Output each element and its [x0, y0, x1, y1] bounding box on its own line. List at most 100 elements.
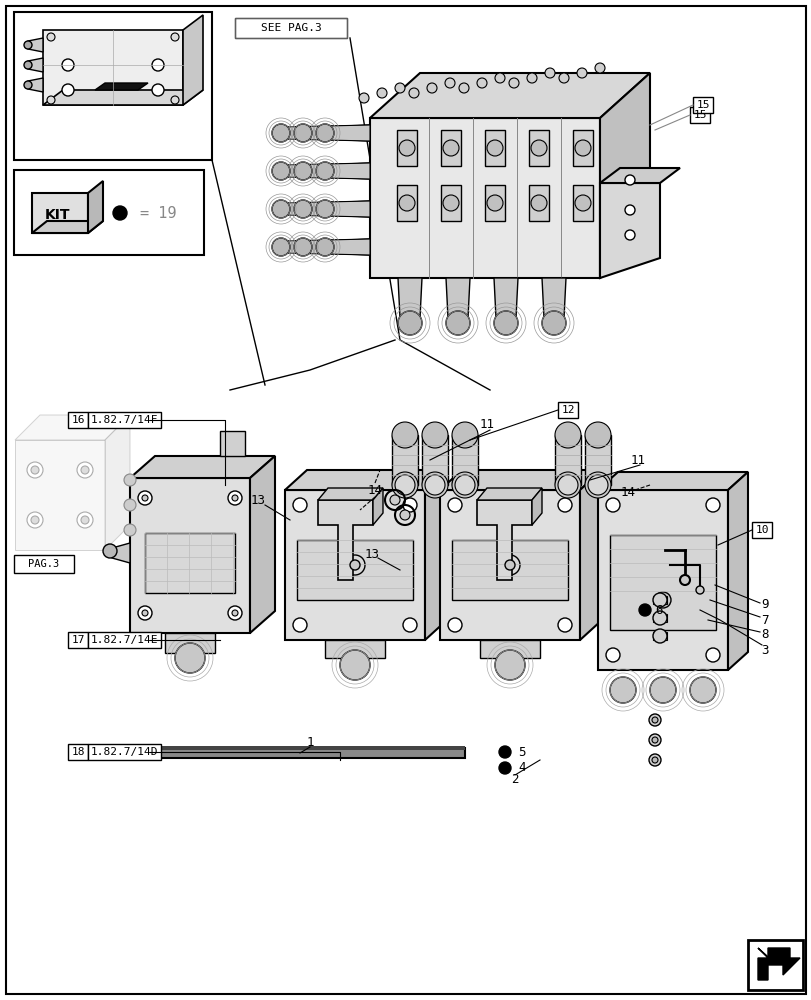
Polygon shape: [15, 415, 130, 440]
Polygon shape: [130, 478, 250, 633]
Text: 10: 10: [754, 525, 768, 535]
Circle shape: [448, 498, 461, 512]
Circle shape: [294, 124, 311, 142]
Circle shape: [530, 140, 547, 156]
Bar: [14, 12, 212, 160]
Circle shape: [31, 466, 39, 474]
Polygon shape: [285, 470, 446, 490]
Polygon shape: [43, 30, 182, 105]
Text: 12: 12: [560, 405, 574, 415]
Polygon shape: [145, 533, 234, 593]
Polygon shape: [528, 130, 548, 166]
Circle shape: [47, 96, 55, 104]
Text: PAG.3: PAG.3: [28, 559, 59, 569]
Polygon shape: [440, 470, 601, 490]
Text: 15: 15: [695, 100, 709, 110]
Text: 18: 18: [71, 747, 84, 757]
Polygon shape: [112, 543, 130, 563]
Circle shape: [228, 606, 242, 620]
Bar: [68, 744, 88, 760]
Bar: [14, 170, 204, 255]
Polygon shape: [484, 185, 504, 221]
Circle shape: [142, 610, 148, 616]
Circle shape: [293, 498, 307, 512]
Circle shape: [452, 422, 478, 448]
Circle shape: [705, 648, 719, 662]
Polygon shape: [609, 535, 715, 630]
Polygon shape: [220, 431, 245, 456]
Text: 11: 11: [479, 418, 494, 432]
Polygon shape: [324, 163, 370, 179]
Circle shape: [651, 717, 657, 723]
Polygon shape: [15, 440, 105, 550]
Circle shape: [493, 311, 517, 335]
Circle shape: [424, 475, 444, 495]
Circle shape: [577, 68, 586, 78]
Circle shape: [152, 59, 164, 71]
Polygon shape: [145, 746, 465, 750]
Polygon shape: [397, 185, 417, 221]
Circle shape: [649, 677, 676, 703]
Circle shape: [398, 140, 414, 156]
Polygon shape: [422, 435, 448, 485]
Text: 1.82.7/14F: 1.82.7/14F: [91, 415, 158, 425]
Circle shape: [638, 604, 650, 616]
Circle shape: [409, 88, 418, 98]
Circle shape: [594, 63, 604, 73]
Polygon shape: [303, 201, 370, 217]
Circle shape: [624, 205, 634, 215]
Circle shape: [487, 140, 502, 156]
Circle shape: [77, 512, 93, 528]
Polygon shape: [652, 596, 666, 604]
Polygon shape: [584, 435, 610, 485]
Polygon shape: [440, 130, 461, 166]
Polygon shape: [392, 435, 418, 485]
Circle shape: [648, 734, 660, 746]
Circle shape: [609, 677, 635, 703]
Circle shape: [624, 230, 634, 240]
Text: 15: 15: [693, 110, 706, 120]
Circle shape: [27, 512, 43, 528]
Circle shape: [358, 93, 368, 103]
Circle shape: [113, 206, 127, 220]
Polygon shape: [145, 748, 465, 758]
Circle shape: [454, 475, 474, 495]
Circle shape: [648, 754, 660, 766]
Circle shape: [315, 124, 333, 142]
Polygon shape: [324, 640, 384, 658]
Circle shape: [652, 593, 666, 607]
Polygon shape: [370, 118, 599, 278]
Polygon shape: [767, 948, 799, 975]
Circle shape: [142, 495, 148, 501]
Circle shape: [554, 472, 581, 498]
Circle shape: [504, 560, 514, 570]
Polygon shape: [281, 163, 370, 179]
Polygon shape: [303, 239, 370, 255]
Bar: [68, 412, 88, 428]
Polygon shape: [579, 470, 601, 640]
Circle shape: [294, 238, 311, 256]
Polygon shape: [165, 633, 215, 653]
Bar: [88, 412, 161, 428]
Bar: [557, 402, 577, 418]
Circle shape: [605, 648, 620, 662]
Circle shape: [315, 200, 333, 218]
Circle shape: [557, 498, 571, 512]
Polygon shape: [597, 490, 727, 670]
Polygon shape: [573, 130, 592, 166]
Circle shape: [81, 516, 89, 524]
Polygon shape: [324, 125, 370, 141]
Polygon shape: [440, 185, 461, 221]
Polygon shape: [424, 470, 446, 640]
Polygon shape: [440, 490, 579, 640]
Circle shape: [499, 762, 510, 774]
Circle shape: [554, 422, 581, 448]
Circle shape: [27, 462, 43, 478]
Text: KIT: KIT: [45, 208, 71, 222]
Circle shape: [574, 195, 590, 211]
Polygon shape: [452, 540, 568, 600]
Circle shape: [402, 498, 417, 512]
Text: 1: 1: [306, 736, 313, 748]
Polygon shape: [445, 278, 470, 318]
Text: 1.82.7/14E: 1.82.7/14E: [91, 635, 158, 645]
